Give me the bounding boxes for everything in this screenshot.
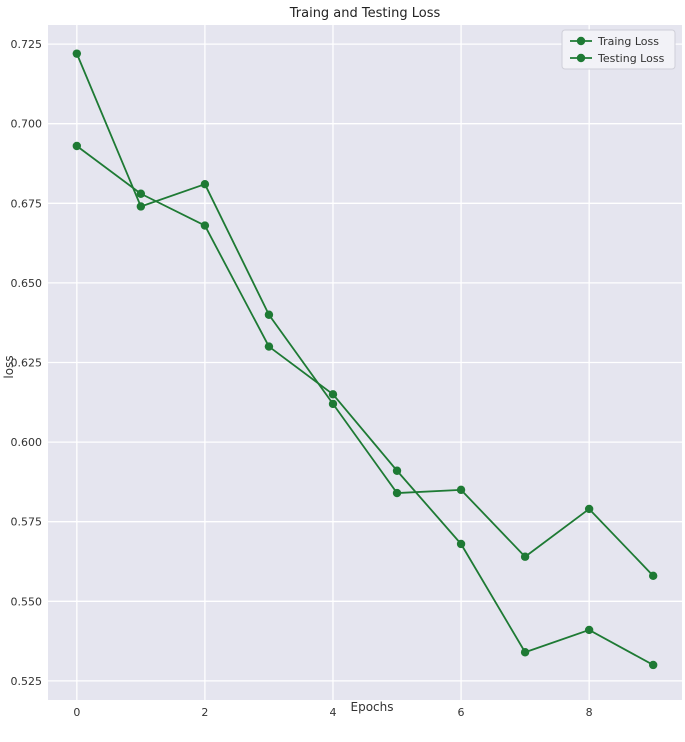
y-tick-label: 0.525 [11,675,43,688]
y-tick-label: 0.700 [11,118,43,131]
y-tick-label: 0.675 [11,197,43,210]
data-point [584,625,594,635]
x-tick-label: 4 [329,706,336,719]
y-tick-label: 0.650 [11,277,43,290]
series-line [75,53,654,577]
legend: Traing Loss Testing Loss [561,29,676,70]
data-point [456,539,466,549]
data-point [392,466,402,475]
data-point [392,488,402,498]
grid-lines [48,25,682,700]
x-tick-label: 2 [201,706,208,719]
data-point [328,390,338,399]
legend-label: Traing Loss [597,35,659,48]
x-tick-label: 8 [586,706,593,719]
axis-ticks: 0 2 4 6 8 0.525 0.550 0.575 0.600 0.625 0.650 0.675… [11,38,593,719]
series-lines [72,49,658,670]
series-line [76,145,654,666]
legend-swatch-marker [576,53,586,63]
data-point [520,648,530,657]
x-axis-label: Epochs [351,700,394,714]
data-point [520,552,530,561]
data-point [136,189,146,198]
y-tick-label: 0.550 [11,595,43,608]
x-tick-label: 6 [458,706,465,719]
legend-swatch-marker [576,36,586,46]
y-axis-label: loss [2,355,16,378]
data-point [648,660,658,670]
data-point [72,49,82,58]
data-point [648,571,658,581]
data-point [328,399,338,409]
data-point [264,310,274,319]
chart-title: Traing and Testing Loss [289,6,441,21]
data-point [72,141,82,151]
x-tick-label: 0 [73,706,80,719]
y-tick-label: 0.625 [11,357,43,370]
legend-label: Testing Loss [597,52,665,65]
data-point [456,485,466,495]
data-point [200,179,210,189]
data-point [200,221,210,230]
y-tick-label: 0.725 [11,38,43,51]
data-point [264,342,274,351]
y-tick-label: 0.600 [11,436,43,449]
series-testing-loss [72,141,658,670]
legend-box [561,29,676,70]
data-point [584,504,594,514]
series-training-loss [72,49,658,581]
y-tick-label: 0.575 [11,516,43,529]
data-point [136,202,146,211]
